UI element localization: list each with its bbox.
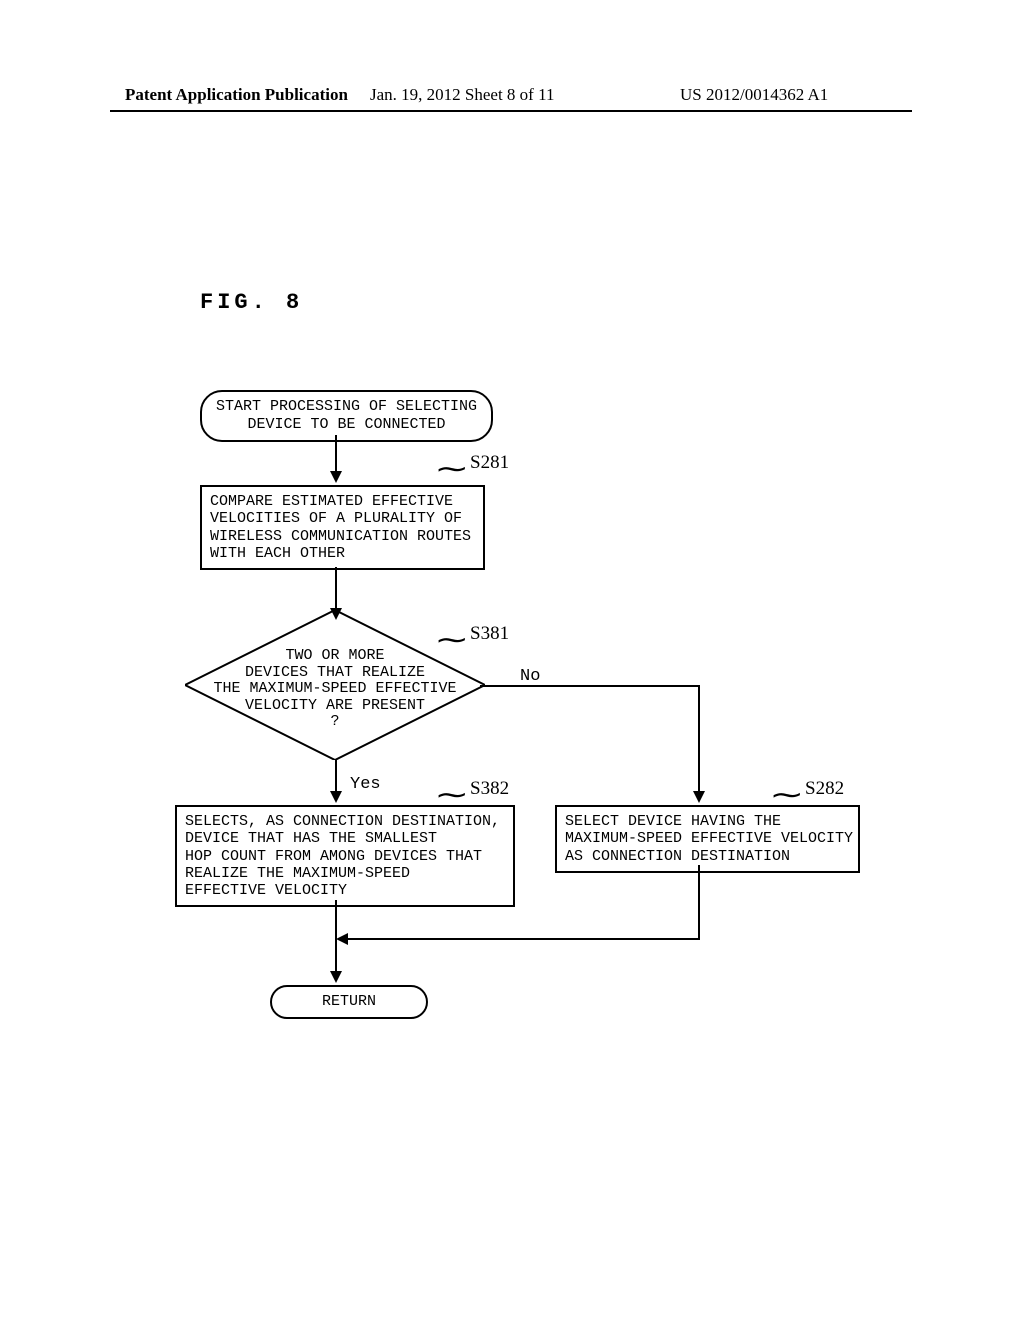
tilde-s282: ∼ [769, 778, 804, 812]
arrow-no-v [698, 685, 700, 793]
tilde-s381: ∼ [434, 623, 469, 657]
arrowhead-merge [336, 933, 348, 945]
tilde-s281: ∼ [434, 452, 469, 486]
label-s381: S381 [470, 623, 509, 645]
header-center: Jan. 19, 2012 Sheet 8 of 11 [370, 85, 554, 105]
arrowhead-a1 [330, 471, 342, 483]
arrowhead-a3 [330, 791, 342, 803]
start-node: START PROCESSING OF SELECTING DEVICE TO … [200, 390, 493, 442]
process-s382: SELECTS, AS CONNECTION DESTINATION, DEVI… [175, 805, 515, 907]
branch-no: No [520, 667, 540, 686]
arrowhead-a2 [330, 608, 342, 620]
arrow-no-h [480, 685, 698, 687]
flowchart: START PROCESSING OF SELECTING DEVICE TO … [150, 390, 900, 1090]
figure-label: FIG. 8 [200, 290, 303, 315]
arrowhead-no [693, 791, 705, 803]
process-s281: COMPARE ESTIMATED EFFECTIVE VELOCITIES O… [200, 485, 485, 570]
tilde-s382: ∼ [434, 778, 469, 812]
arrow-a1 [335, 435, 337, 473]
label-s281: S281 [470, 452, 509, 474]
label-s282: S282 [805, 778, 844, 800]
process-s282: SELECT DEVICE HAVING THE MAXIMUM-SPEED E… [555, 805, 860, 873]
label-s382: S382 [470, 778, 509, 800]
arrowhead-a4 [330, 971, 342, 983]
arrow-a2 [335, 567, 337, 610]
header-divider [110, 110, 912, 112]
decision-s381-text: TWO OR MORE DEVICES THAT REALIZE THE MAX… [185, 648, 485, 731]
return-node: RETURN [270, 985, 428, 1019]
branch-yes: Yes [350, 775, 381, 794]
arrow-a3 [335, 760, 337, 793]
arrow-merge-h [342, 938, 700, 940]
header-right: US 2012/0014362 A1 [680, 85, 828, 105]
header-left: Patent Application Publication [125, 85, 348, 105]
arrow-merge-v [698, 865, 700, 938]
